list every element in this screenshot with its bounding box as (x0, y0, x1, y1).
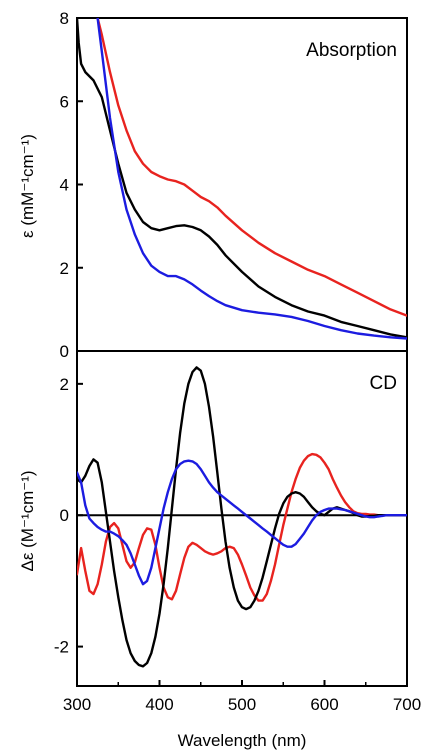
x-axis-label: Wavelength (nm) (178, 731, 307, 750)
absorption-y-tick-label: 2 (60, 259, 69, 278)
x-tick-label: 500 (228, 695, 256, 714)
absorption-series-3-line (96, 18, 407, 340)
cd-x-ticks: 300 400 500 600 700 (63, 680, 421, 714)
cd-panel-title: CD (370, 373, 397, 394)
cd-y-tick-label: 2 (60, 375, 69, 394)
absorption-series-2-line (77, 18, 407, 339)
absorption-y-tick-label: 0 (60, 342, 69, 361)
absorption-y-tick-label: 4 (60, 176, 69, 195)
absorption-panel: 0 2 4 6 8 Absorption ε (mM⁻¹cm⁻¹) (18, 9, 408, 361)
x-tick-label: 400 (145, 695, 173, 714)
absorption-panel-title: Absorption (306, 40, 397, 61)
absorption-y-tick-label: 8 (60, 9, 69, 28)
cd-series-2-line (77, 366, 407, 668)
cd-panel: -2 0 2 300 400 500 600 700 CD Δε (M⁻¹cm⁻¹) Wav… (18, 350, 421, 750)
absorption-y-ticks: 0 2 4 6 8 (60, 9, 83, 361)
cd-series-1-line (77, 452, 407, 602)
cd-y-axis-label: Δε (M⁻¹cm⁻¹) (18, 470, 37, 571)
absorption-plot-frame (76, 17, 408, 352)
absorption-y-tick-label: 6 (60, 92, 69, 111)
absorption-series-1-line (96, 18, 407, 317)
x-tick-label: 700 (393, 695, 421, 714)
cd-y-tick-label: -2 (54, 638, 69, 657)
cd-y-ticks: -2 0 2 (54, 375, 83, 657)
absorption-series-group (77, 18, 407, 340)
cd-y-tick-label: 0 (60, 506, 69, 525)
absorption-y-axis-label: ε (mM⁻¹cm⁻¹) (18, 134, 37, 238)
x-tick-label: 600 (310, 695, 338, 714)
x-tick-label: 300 (63, 695, 91, 714)
cd-series-3-line (77, 459, 407, 586)
cd-series-group (77, 366, 407, 668)
